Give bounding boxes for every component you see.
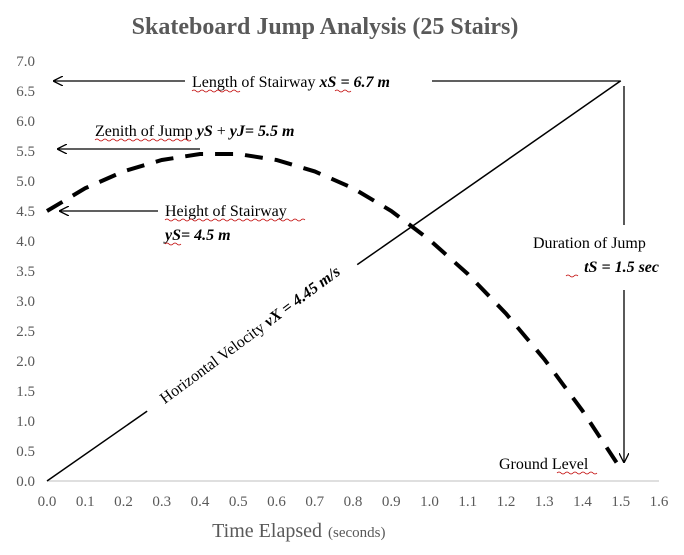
x-tick-label: 0.6 xyxy=(267,494,286,510)
y-tick-label: 4.0 xyxy=(16,234,35,250)
jump-trajectory-line xyxy=(45,152,623,471)
ground-annotation: Ground Level xyxy=(499,456,589,473)
y-tick-label: 1.5 xyxy=(16,384,35,400)
y-tick-label: 6.0 xyxy=(16,114,35,130)
x-tick-label: 0.2 xyxy=(114,494,133,510)
annotation-arrows xyxy=(54,81,624,462)
velocity-label-background xyxy=(140,250,360,420)
y-tick-label: 4.5 xyxy=(16,204,35,220)
x-tick-label: 0.5 xyxy=(229,494,248,510)
x-tick-label: 0.7 xyxy=(305,494,324,510)
x-tick-label: 1.6 xyxy=(650,494,669,510)
x-axis-unit: (seconds) xyxy=(328,525,385,541)
x-tick-label: 0.8 xyxy=(344,494,363,510)
x-tick-label: 1.2 xyxy=(497,494,516,510)
length-annotation: Length of Stairway xS = 6.7 m xyxy=(192,74,390,91)
y-tick-label: 3.5 xyxy=(16,264,35,280)
duration-annotation-line1: Duration of Jump xyxy=(533,235,646,252)
velocity-annotation: Horizontal Velocity vX = 4.45 m/s xyxy=(157,263,344,407)
x-tick-label: 0.1 xyxy=(76,494,95,510)
x-tick-label: 0.0 xyxy=(38,494,57,510)
x-axis-label: Time Elapsed xyxy=(212,520,322,542)
spellcheck-underlines xyxy=(94,89,598,475)
x-tick-label: 0.4 xyxy=(191,494,210,510)
y-tick-label: 1.0 xyxy=(16,414,35,430)
duration-annotation-line2: tS = 1.5 sec xyxy=(584,259,659,276)
y-tick-label: 2.5 xyxy=(16,324,35,340)
y-tick-label: 0.0 xyxy=(16,474,35,490)
x-tick-label: 1.3 xyxy=(535,494,554,510)
y-tick-label: 6.5 xyxy=(16,84,35,100)
height-annotation-line1: Height of Stairway xyxy=(165,203,287,220)
velocity-annotation-group: Horizontal Velocity vX = 4.45 m/s xyxy=(140,250,360,420)
x-tick-label: 1.0 xyxy=(420,494,439,510)
x-tick-label: 0.3 xyxy=(152,494,171,510)
y-tick-label: 2.0 xyxy=(16,354,35,370)
x-tick-label: 1.1 xyxy=(458,494,477,510)
y-tick-label: 0.5 xyxy=(16,444,35,460)
x-tick-label: 0.9 xyxy=(382,494,401,510)
y-tick-label: 3.0 xyxy=(16,294,35,310)
y-tick-label: 5.5 xyxy=(16,144,35,160)
tick-labels: 0.0 0.1 0.2 0.3 0.4 0.5 0.6 0.7 0.8 0.9 1.0 1.1 1.2 1… xyxy=(16,54,669,510)
y-tick-label: 7.0 xyxy=(16,54,35,70)
x-tick-label: 1.4 xyxy=(573,494,592,510)
chart-title: Skateboard Jump Analysis (25 Stairs) xyxy=(132,14,519,40)
height-annotation-line2: yS= 4.5 m xyxy=(163,227,231,244)
x-tick-label: 1.5 xyxy=(611,494,630,510)
zenith-annotation: Zenith of Jump yS + yJ= 5.5 m xyxy=(95,123,294,140)
y-tick-label: 5.0 xyxy=(16,174,35,190)
